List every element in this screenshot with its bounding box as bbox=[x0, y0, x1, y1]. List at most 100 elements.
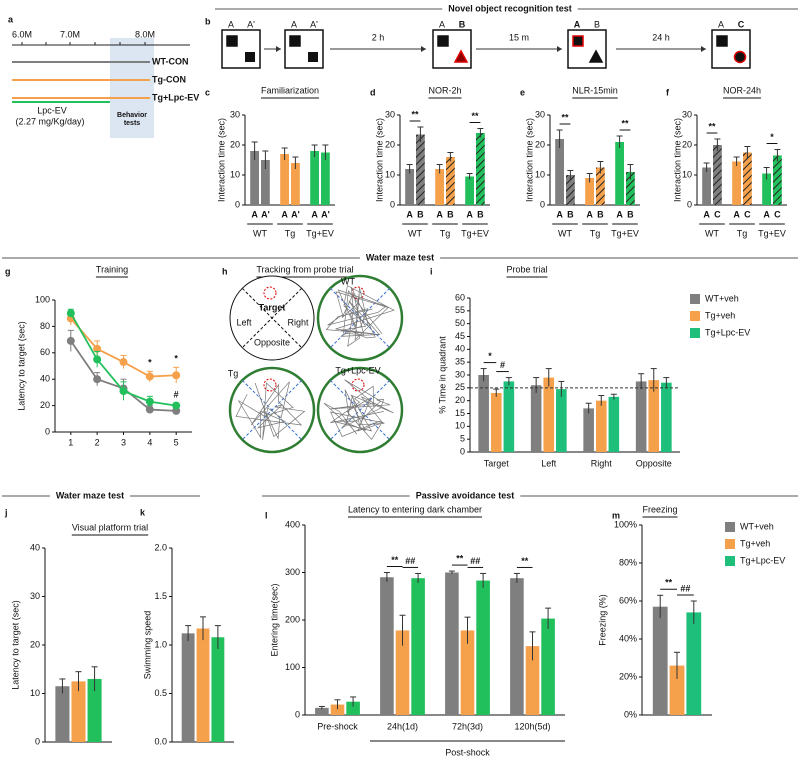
bar bbox=[626, 172, 635, 205]
legend-swatch bbox=[690, 294, 700, 304]
y-tick-label: 20 bbox=[385, 139, 395, 149]
bar bbox=[310, 151, 319, 205]
y-tick-label: 40 bbox=[455, 344, 465, 354]
x-axis-label: Post-shock bbox=[445, 747, 490, 757]
timeline-tick-label: 6.0M bbox=[12, 29, 32, 39]
bar bbox=[555, 139, 564, 205]
y-tick-label: 60 bbox=[455, 292, 465, 302]
y-tick-label: 15 bbox=[455, 408, 465, 418]
significance-label: # bbox=[500, 360, 505, 370]
panel-letter: l bbox=[265, 510, 268, 520]
y-tick-label: 10 bbox=[535, 169, 545, 179]
bar-label: A bbox=[703, 209, 710, 219]
y-tick-label: 0 bbox=[540, 199, 545, 209]
y-tick-label: 60% bbox=[619, 595, 637, 605]
y-tick-label: 0 bbox=[235, 199, 240, 209]
object-label: A' bbox=[310, 19, 318, 29]
object-label: A bbox=[291, 19, 297, 29]
y-tick-label: 0 bbox=[460, 446, 465, 456]
y-tick-label: 0 bbox=[390, 199, 395, 209]
y-axis-label: Interaction time (sec) bbox=[374, 118, 384, 202]
bar bbox=[460, 630, 475, 715]
bar bbox=[196, 628, 210, 742]
bar bbox=[669, 665, 685, 715]
significance-label: * bbox=[770, 132, 774, 142]
x-tick-label: Tg bbox=[285, 228, 296, 238]
object bbox=[716, 35, 728, 47]
bar bbox=[250, 151, 259, 205]
bar-label: C bbox=[714, 209, 721, 219]
panel-title: Visual platform trial bbox=[72, 522, 148, 532]
bar-label: B bbox=[477, 209, 484, 219]
panel-letter: e bbox=[520, 87, 525, 97]
bar-label: A' bbox=[321, 209, 330, 219]
group-label: Tg bbox=[228, 368, 239, 378]
point bbox=[93, 344, 102, 353]
section-header: Water maze test bbox=[366, 252, 434, 262]
panel-title: Latency to entering dark chamber bbox=[348, 504, 482, 514]
bar bbox=[395, 630, 410, 715]
section-header: Passive avoidance test bbox=[416, 490, 515, 500]
panel-title: NOR-2h bbox=[428, 85, 461, 95]
y-tick-label: 300 bbox=[285, 567, 300, 577]
bar bbox=[416, 134, 425, 205]
group-label: Tg+Lpc-EV bbox=[335, 365, 380, 375]
bar-label: B bbox=[597, 209, 604, 219]
swim-track bbox=[235, 381, 306, 440]
bar bbox=[762, 173, 771, 205]
x-tick-label: 24h(1d) bbox=[387, 721, 418, 731]
x-tick-label: Tg+EV bbox=[758, 228, 786, 238]
x-tick-label: 2 bbox=[95, 437, 100, 447]
panel-letter: j bbox=[4, 507, 8, 517]
significance-label: ** bbox=[665, 578, 673, 588]
x-tick-label: WT bbox=[408, 228, 422, 238]
x-tick-label: WT bbox=[705, 228, 719, 238]
y-tick-label: 25 bbox=[455, 382, 465, 392]
quadrant-label: Opposite bbox=[254, 337, 290, 347]
panel-letter: f bbox=[666, 87, 670, 97]
interval-label: 24 h bbox=[652, 32, 670, 42]
y-tick-label: 55 bbox=[455, 305, 465, 315]
x-tick-label: 72h(3d) bbox=[452, 721, 483, 731]
bar bbox=[405, 169, 414, 205]
x-tick-label: Left bbox=[541, 458, 557, 468]
bar bbox=[510, 578, 524, 715]
y-tick-label: 30 bbox=[30, 591, 40, 601]
significance-label: ** bbox=[561, 112, 569, 122]
object bbox=[226, 35, 238, 47]
panel-letter: g bbox=[5, 266, 11, 276]
legend-swatch bbox=[690, 311, 700, 321]
y-tick-label: 100% bbox=[614, 519, 637, 529]
significance-label: ## bbox=[470, 556, 480, 566]
bar-label: A bbox=[281, 209, 288, 219]
panel-title: Tracking from probe trial bbox=[256, 264, 353, 274]
y-tick-label: 400 bbox=[285, 519, 300, 529]
bar bbox=[435, 169, 444, 205]
y-axis-label: Freezing (%) bbox=[597, 594, 607, 646]
y-tick-label: 0.5 bbox=[154, 688, 167, 698]
panel-title: NOR-24h bbox=[723, 85, 761, 95]
x-tick-label: 120h(5d) bbox=[514, 721, 550, 731]
y-tick-label: 10 bbox=[230, 169, 240, 179]
group-label: WT bbox=[341, 276, 355, 286]
bar bbox=[446, 157, 455, 205]
significance-label: ** bbox=[456, 553, 464, 563]
arrow-head bbox=[701, 46, 706, 52]
platform bbox=[351, 378, 365, 392]
bar-label: A' bbox=[291, 209, 300, 219]
x-tick-label: WT bbox=[253, 228, 267, 238]
quadrant-divider bbox=[329, 379, 391, 441]
swim-track bbox=[325, 285, 395, 347]
bar bbox=[476, 133, 485, 205]
significance-label: ** bbox=[411, 109, 419, 119]
y-tick-label: 20 bbox=[455, 395, 465, 405]
bar-label: B bbox=[417, 209, 424, 219]
bar bbox=[280, 154, 289, 205]
interval-label: 15 m bbox=[509, 32, 529, 42]
bar bbox=[608, 396, 620, 452]
y-tick-label: 20 bbox=[30, 639, 40, 649]
bar-label: A bbox=[616, 209, 623, 219]
bar bbox=[181, 633, 195, 742]
significance-label: * bbox=[148, 358, 152, 368]
